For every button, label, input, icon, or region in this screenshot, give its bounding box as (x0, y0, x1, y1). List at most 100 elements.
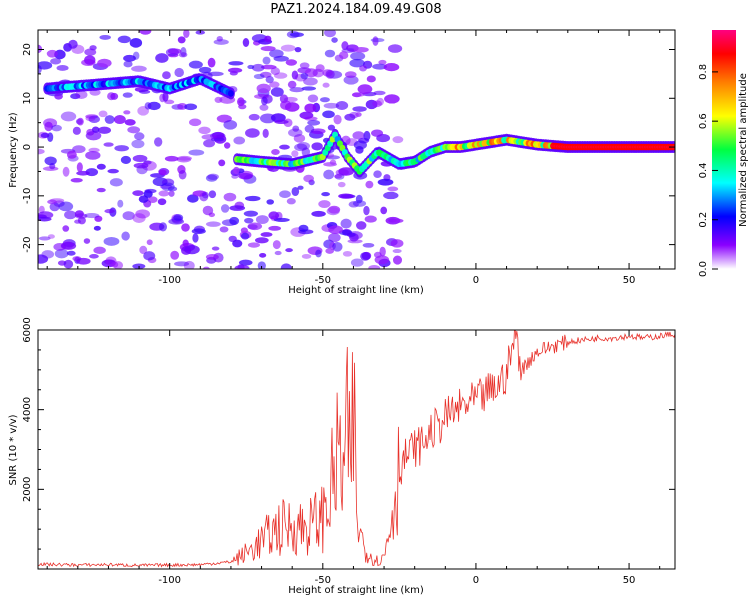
spectrogram-cell (373, 170, 382, 178)
spectrogram-cell (146, 239, 153, 246)
spectrogram-cell (177, 102, 188, 110)
spectrogram-cell (109, 178, 123, 187)
spectrogram-cell (159, 222, 168, 232)
spectrogram-cell (392, 218, 404, 223)
spectrogram-cell (255, 237, 269, 244)
spectrogram-cell (138, 89, 151, 94)
spectrogram-cell (117, 35, 131, 44)
colorbar-gradient (712, 30, 736, 269)
spectrogram-cell (372, 100, 382, 108)
spectrogram-cell (63, 259, 74, 269)
spectrogram-cell (178, 52, 188, 58)
spectrogram-cell (188, 60, 203, 69)
spectrogram-cell (280, 44, 296, 52)
spectrogram-cell (269, 49, 284, 58)
spectrogram-cell (311, 142, 323, 151)
spectrogram-cell (155, 53, 169, 63)
spectrogram-cell (374, 255, 390, 265)
spectrogram-cell (223, 119, 238, 130)
spectrogram-cell (91, 126, 100, 133)
spectrogram-cell (392, 255, 403, 265)
spectrogram-cell (328, 233, 341, 243)
spectrogram-frame (37, 29, 676, 270)
spectrogram-cell (260, 64, 277, 70)
spectrogram-cell (350, 258, 364, 267)
spectrogram-cell (259, 252, 267, 258)
spectrogram-cell (356, 221, 367, 230)
spectrogram-cell (348, 201, 359, 208)
spectrogram-cell (64, 210, 77, 220)
spectrogram-cell (315, 249, 322, 258)
spectrogram-cell (141, 160, 157, 171)
spectrogram-cell (46, 49, 58, 58)
spectrogram-ytick-label: -10 (22, 188, 33, 204)
spectrogram-cell (123, 110, 131, 115)
spectrogram-cell (365, 180, 374, 189)
snr-ylabel: SNR (10 * v/v) (8, 414, 19, 485)
spectrogram-cell (97, 126, 112, 134)
spectrogram-cell (201, 191, 209, 199)
spectrogram-heatmap (38, 30, 675, 269)
spectrogram-cell (304, 124, 315, 133)
spectrogram-cell (58, 201, 74, 212)
spectrogram-cell (270, 67, 281, 75)
spectrogram-cell (266, 199, 275, 205)
spectrogram-cell (325, 69, 335, 79)
spectrogram-cell (132, 154, 148, 163)
spectrogram-cell (279, 144, 290, 150)
spectrogram-cell (139, 245, 148, 255)
spectrogram-ytick-label: -20 (22, 236, 33, 252)
spectrogram-cell (238, 172, 253, 180)
spectrogram-cell (346, 232, 356, 237)
spectrogram-cell (131, 65, 147, 72)
spectrogram-cell (38, 61, 53, 70)
spectrogram-cell (162, 71, 171, 80)
spectrogram-cell (363, 205, 370, 216)
spectrogram-cell (312, 68, 324, 78)
spectrogram-cell (270, 87, 284, 97)
spectrogram-cell (289, 32, 304, 38)
snr-xtick-label: 50 (623, 575, 636, 586)
spectrogram-cell (232, 239, 243, 248)
spectrogram-cell (392, 249, 402, 254)
spectrogram-cell (38, 236, 51, 241)
spectrogram-cell (269, 81, 280, 88)
spectrogram-cell (62, 225, 70, 232)
spectrogram-cell (54, 248, 69, 259)
spectrogram-cell (310, 128, 326, 135)
spectrogram-cell (390, 239, 404, 248)
colorbar-label: Normalized spectral amplitude (738, 73, 749, 227)
spectrogram-cell (328, 205, 341, 214)
spectrogram-cell (203, 139, 216, 148)
spectrogram-cell (362, 242, 375, 248)
spectrogram-cell (177, 36, 186, 44)
spectrogram-cell (272, 240, 281, 250)
spectrogram-cell (257, 261, 266, 269)
spectrogram-cell (380, 206, 388, 215)
spectrogram-cell (202, 205, 214, 216)
colorbar: 0.0 0.2 0.4 0.6 0.8 Normalized spectral ampl… (698, 30, 749, 277)
spectrogram-cell (161, 182, 175, 191)
spectrogram-cell (178, 169, 187, 180)
spectrogram-cell (322, 110, 335, 119)
spectrogram-cell (279, 190, 291, 199)
spectrogram-cell (291, 70, 299, 80)
spectrogram-cell (167, 48, 182, 55)
spectrogram-cell (131, 139, 145, 149)
spectrogram-cell (170, 250, 180, 260)
spectrogram-cell (364, 215, 377, 223)
spectrogram-cell (247, 222, 263, 231)
spectrogram-xtick-label: -50 (315, 275, 331, 286)
spectrogram-cell (84, 213, 100, 219)
spectrogram-cell (135, 209, 151, 219)
spectrogram-cell (122, 92, 133, 98)
spectrogram-cell (359, 65, 367, 72)
snr-xlabel: Height of straight line (km) (288, 585, 424, 596)
spectrogram-cell (304, 103, 317, 113)
colorbar-tick-label: 0.4 (698, 162, 709, 178)
spectrogram-cell (159, 93, 166, 103)
spectrogram-cell (338, 193, 354, 199)
spectrogram-cell (53, 242, 66, 251)
spectrogram-cell (268, 211, 280, 220)
spectrogram-cell (144, 102, 152, 110)
